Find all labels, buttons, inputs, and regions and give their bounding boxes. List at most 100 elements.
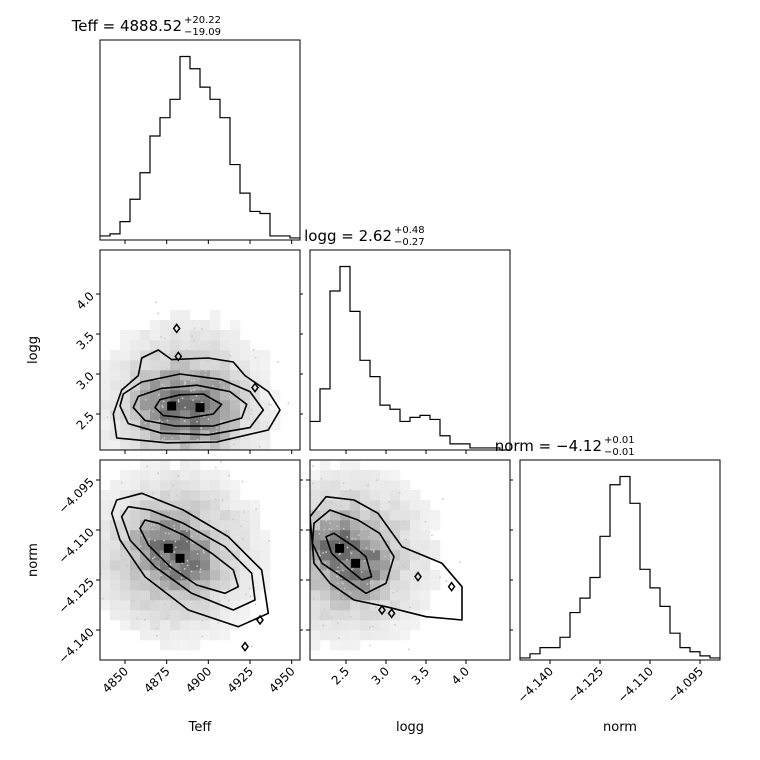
sample-point [318, 532, 321, 535]
density-cell [390, 600, 401, 611]
density-cell [310, 530, 321, 541]
density-cell [350, 610, 361, 621]
density-cell [110, 580, 121, 591]
sample-point [167, 614, 170, 617]
density-cell [200, 510, 211, 521]
density-cell [140, 380, 151, 391]
sample-point [162, 400, 165, 403]
contour-island [387, 608, 396, 619]
density-cell [150, 500, 161, 511]
sample-point [349, 592, 352, 594]
density-cell [230, 590, 241, 601]
sample-point [254, 603, 257, 606]
density-cell [190, 630, 201, 641]
density-cell [140, 420, 151, 431]
sample-point [184, 451, 186, 453]
density-cell [100, 550, 111, 561]
density-cell [180, 460, 191, 471]
density-cell [210, 410, 221, 421]
sample-point [120, 509, 123, 512]
axes-frame [309, 459, 511, 661]
sample-point [184, 406, 186, 409]
density-cell [150, 440, 161, 450]
density-cell [150, 490, 161, 501]
sample-point [213, 548, 216, 550]
contour-island [256, 614, 264, 626]
density-cell [220, 620, 231, 631]
density-cell [210, 630, 221, 641]
density-cell [110, 610, 121, 621]
density-cell [150, 470, 161, 481]
sample-point [102, 597, 104, 600]
density-cell [400, 630, 411, 641]
density-cell [330, 590, 341, 601]
y-tick-label-logg: 2.5 [74, 409, 97, 432]
density-cell [110, 410, 121, 421]
density-cell [340, 500, 351, 511]
sample-point [180, 577, 183, 579]
density-cell [150, 480, 161, 491]
density-cell [310, 550, 321, 561]
sample-point [197, 356, 200, 358]
density-cell [160, 430, 171, 441]
density-cell [190, 640, 201, 651]
sample-point [110, 411, 113, 413]
density-cell [400, 620, 411, 631]
sample-point [360, 571, 363, 573]
density-cell [420, 510, 431, 521]
sample-point [458, 561, 461, 564]
sample-point [199, 458, 201, 460]
sample-point [340, 505, 342, 508]
density-cell [100, 590, 111, 601]
sample-point [367, 484, 369, 487]
sample-point [371, 582, 374, 585]
density-cell [380, 490, 391, 501]
sample-point [198, 445, 201, 448]
sample-point [319, 616, 322, 619]
density-cell [250, 350, 261, 361]
density-cell [370, 540, 381, 551]
sample-point [120, 555, 123, 557]
density-cell [330, 610, 341, 621]
sample-point [158, 419, 161, 421]
density-cell [270, 410, 281, 421]
density-cell [160, 530, 171, 541]
density-cell [150, 540, 161, 551]
density-cell [120, 390, 131, 401]
density-cell [230, 520, 241, 531]
sample-point [238, 402, 240, 405]
sample-point [340, 599, 343, 602]
density-cell [170, 640, 181, 651]
sample-point [218, 381, 221, 384]
sample-point [323, 608, 326, 610]
density-cell [120, 510, 131, 521]
sample-point [328, 522, 331, 525]
sample-point [407, 648, 410, 651]
density-cell [320, 540, 331, 551]
density-cell [260, 390, 271, 401]
density-cell [190, 430, 201, 441]
density-cell [340, 640, 351, 651]
density-cell [310, 580, 321, 591]
density-cell [380, 620, 391, 631]
density-cell [130, 580, 141, 591]
density-cell [180, 340, 191, 351]
sample-point [186, 444, 189, 447]
density-cell [210, 600, 221, 611]
density-cell [100, 510, 111, 521]
sample-point [193, 379, 196, 382]
sample-point [148, 409, 151, 412]
plot-area [310, 250, 510, 450]
sample-point [157, 472, 160, 475]
density-cell [370, 520, 381, 531]
sample-point [150, 524, 153, 526]
sample-point [254, 356, 257, 359]
sample-point [304, 539, 306, 541]
density-cell [330, 520, 341, 531]
density-cell [190, 390, 201, 401]
x-tick-label-Teff: 4900 [183, 664, 214, 695]
axes-frame [99, 459, 301, 661]
density-cell [240, 380, 251, 391]
density-cell [190, 440, 201, 450]
density-cell [150, 550, 161, 561]
